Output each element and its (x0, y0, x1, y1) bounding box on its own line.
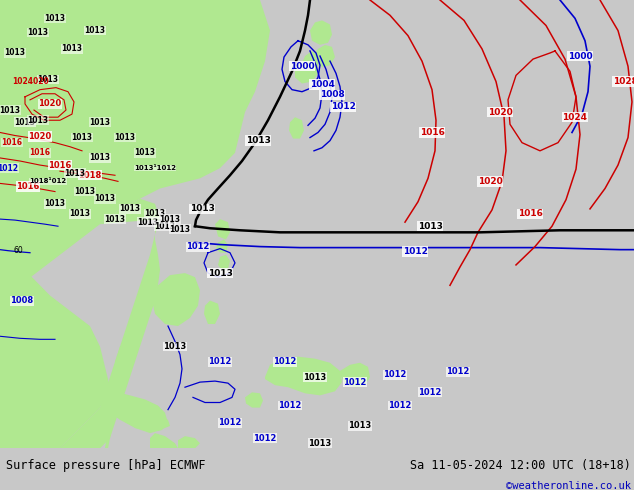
Text: 1013: 1013 (44, 14, 65, 23)
Text: 1012: 1012 (418, 388, 442, 397)
Text: 1013: 1013 (89, 153, 110, 163)
Text: 1024: 1024 (562, 113, 588, 122)
Polygon shape (178, 436, 200, 448)
Text: 1013: 1013 (94, 194, 115, 203)
Text: 1020: 1020 (488, 108, 512, 117)
Text: 1013: 1013 (105, 215, 126, 223)
Polygon shape (303, 51, 318, 72)
Text: 1012: 1012 (403, 247, 427, 256)
Text: 1016: 1016 (420, 128, 444, 137)
Text: 1004: 1004 (309, 80, 335, 89)
Polygon shape (130, 416, 170, 430)
Text: 1012: 1012 (186, 242, 210, 251)
Text: 1013: 1013 (145, 210, 165, 219)
Text: 1012: 1012 (388, 401, 411, 410)
Text: 1013: 1013 (160, 215, 181, 223)
Text: 60: 60 (13, 246, 23, 255)
Polygon shape (295, 59, 318, 84)
Text: 1012: 1012 (218, 418, 242, 427)
Text: 1012: 1012 (344, 378, 366, 387)
Polygon shape (152, 273, 200, 326)
Polygon shape (105, 346, 125, 448)
Text: 1013: 1013 (304, 372, 327, 382)
Text: 1013: 1013 (61, 45, 82, 53)
Polygon shape (110, 392, 168, 433)
Text: 1018: 1018 (79, 171, 101, 180)
Text: 1018¹012: 1018¹012 (29, 178, 67, 184)
Text: ©weatheronline.co.uk: ©weatheronline.co.uk (506, 481, 631, 490)
Text: 1013: 1013 (27, 116, 48, 125)
Text: 1012: 1012 (446, 368, 470, 376)
Text: 1016: 1016 (16, 182, 40, 191)
Text: 1012: 1012 (209, 357, 231, 366)
Text: 1008: 1008 (320, 90, 344, 99)
Text: 1013: 1013 (169, 225, 190, 234)
Text: 1013: 1013 (115, 133, 136, 142)
Polygon shape (215, 219, 230, 240)
Polygon shape (0, 204, 110, 448)
Text: 1012: 1012 (330, 102, 356, 112)
Text: 1013: 1013 (348, 421, 372, 430)
Text: 1012: 1012 (254, 434, 276, 442)
Text: 1013: 1013 (119, 204, 141, 213)
Text: 1000: 1000 (290, 62, 314, 71)
Text: 1012: 1012 (278, 401, 302, 410)
Text: 1028: 1028 (612, 77, 634, 86)
Text: 1013: 1013 (37, 75, 58, 84)
Text: 1013: 1013 (134, 148, 155, 157)
Polygon shape (150, 433, 178, 448)
Text: 1013: 1013 (308, 439, 332, 448)
Polygon shape (265, 357, 342, 395)
Text: 1016: 1016 (517, 210, 543, 219)
Polygon shape (315, 45, 335, 67)
Text: 1024020: 1024020 (12, 77, 49, 86)
Text: 1013: 1013 (164, 342, 186, 351)
Text: 1013¹1012: 1013¹1012 (134, 165, 176, 171)
Text: 1013: 1013 (155, 221, 176, 231)
Text: 1012: 1012 (273, 357, 297, 366)
Polygon shape (289, 117, 304, 139)
Text: 1008: 1008 (10, 296, 34, 305)
Text: 1013: 1013 (70, 210, 91, 219)
Text: 1013: 1013 (245, 136, 271, 145)
Text: 1013: 1013 (15, 118, 36, 127)
Text: 1020: 1020 (39, 99, 61, 108)
Text: 1012: 1012 (0, 164, 18, 172)
Text: 1013: 1013 (27, 28, 48, 37)
Text: 1013: 1013 (190, 204, 214, 213)
Text: 1013: 1013 (72, 133, 93, 142)
Text: 1013: 1013 (44, 199, 65, 208)
Text: Surface pressure [hPa] ECMWF: Surface pressure [hPa] ECMWF (6, 459, 206, 471)
Text: 1013: 1013 (65, 169, 86, 178)
Polygon shape (340, 363, 370, 387)
Text: 1020: 1020 (29, 132, 51, 141)
Text: 1020: 1020 (477, 177, 502, 186)
Polygon shape (0, 0, 270, 316)
Text: 1016: 1016 (48, 161, 72, 170)
Polygon shape (245, 392, 263, 408)
Text: 1013: 1013 (75, 187, 96, 196)
Text: 1012: 1012 (384, 370, 406, 379)
Text: 1013: 1013 (207, 269, 233, 278)
Polygon shape (216, 240, 228, 253)
Text: Sa 11-05-2024 12:00 UTC (18+18): Sa 11-05-2024 12:00 UTC (18+18) (410, 459, 631, 471)
Polygon shape (218, 255, 230, 270)
Text: 1013: 1013 (89, 118, 110, 127)
Text: 1016: 1016 (1, 138, 22, 147)
Text: 1016: 1016 (30, 148, 51, 157)
Text: 1013: 1013 (0, 105, 20, 115)
Polygon shape (60, 199, 160, 448)
Text: 1000: 1000 (567, 51, 592, 61)
Polygon shape (310, 21, 332, 45)
Text: 1013: 1013 (138, 218, 158, 227)
Polygon shape (204, 300, 220, 324)
Text: 1013: 1013 (84, 26, 105, 35)
Text: 1013: 1013 (4, 49, 25, 57)
Text: 1013: 1013 (418, 221, 443, 231)
